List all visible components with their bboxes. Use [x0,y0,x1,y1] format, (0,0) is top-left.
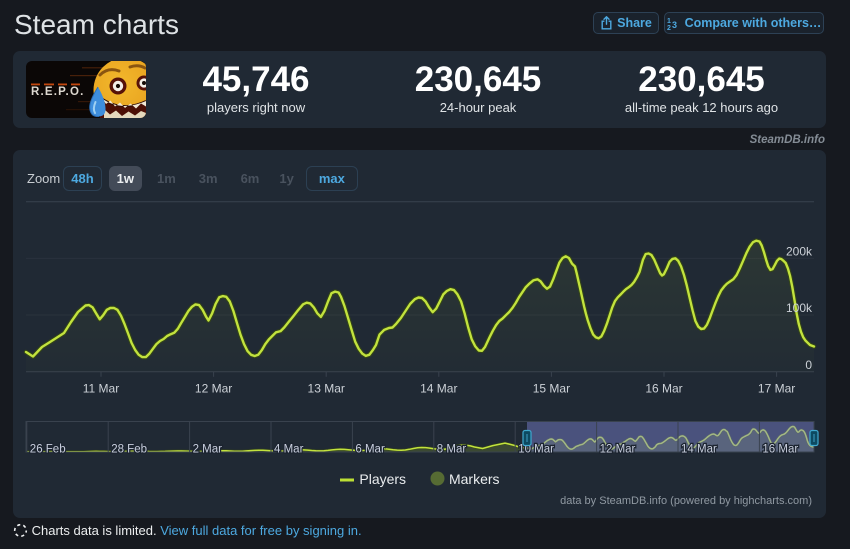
svg-text:12 Mar: 12 Mar [195,382,232,396]
svg-text:26 Feb: 26 Feb [30,444,66,456]
svg-text:2: 2 [667,25,671,30]
svg-text:200k: 200k [786,244,813,258]
svg-text:13 Mar: 13 Mar [308,382,345,396]
svg-text:12 Mar: 12 Mar [600,444,636,456]
svg-text:4 Mar: 4 Mar [274,444,304,456]
svg-text:100k: 100k [786,301,813,315]
svg-text:28 Feb: 28 Feb [111,444,147,456]
svg-text:14 Mar: 14 Mar [420,382,457,396]
svg-text:0: 0 [805,358,812,372]
svg-text:16 Mar: 16 Mar [645,382,682,396]
svg-text:1: 1 [667,18,671,25]
svg-text:3: 3 [672,20,677,30]
svg-text:14 Mar: 14 Mar [681,444,717,456]
svg-text:17 Mar: 17 Mar [758,382,795,396]
svg-text:16 Mar: 16 Mar [762,444,798,456]
svg-text:R.E.P.O.: R.E.P.O. [31,86,85,98]
svg-text:6 Mar: 6 Mar [355,444,385,456]
svg-text:2 Mar: 2 Mar [193,444,223,456]
svg-text:15 Mar: 15 Mar [533,382,570,396]
svg-text:11 Mar: 11 Mar [83,382,119,396]
svg-text:8 Mar: 8 Mar [437,444,467,456]
